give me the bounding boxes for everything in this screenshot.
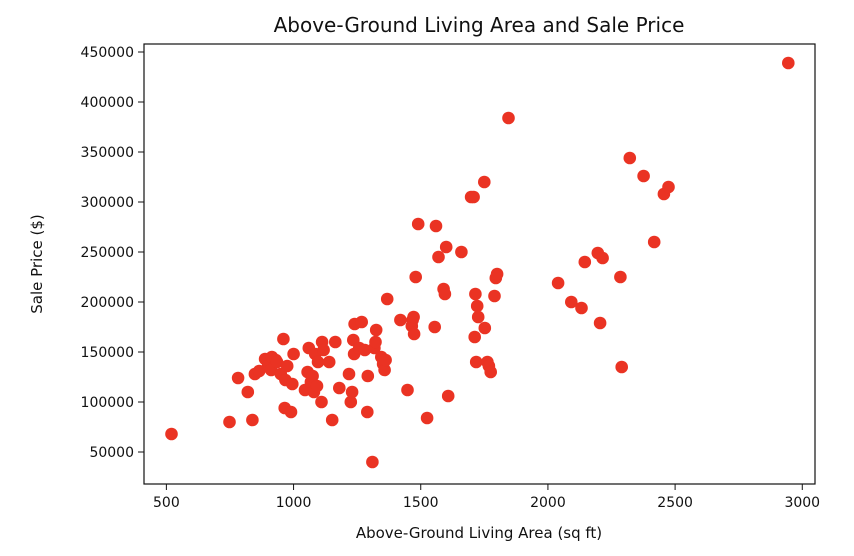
y-tick-label: 50000: [89, 445, 134, 461]
y-tick-label: 300000: [81, 195, 134, 211]
data-point: [231, 371, 245, 385]
y-tick-label: 200000: [81, 295, 134, 311]
data-point: [325, 413, 339, 427]
data-point: [355, 315, 369, 329]
data-point: [439, 240, 453, 254]
x-tick-label: 1000: [276, 495, 312, 511]
data-point: [551, 276, 565, 290]
data-point: [488, 289, 501, 303]
data-point: [614, 270, 627, 284]
data-point: [438, 287, 452, 301]
data-point: [369, 323, 383, 337]
data-point: [468, 330, 482, 344]
plot-frame: [143, 43, 816, 485]
data-point: [455, 245, 468, 259]
data-point: [647, 235, 661, 249]
data-point: [782, 56, 795, 70]
data-point: [284, 405, 298, 419]
data-point: [420, 411, 434, 425]
data-points: [165, 56, 795, 469]
data-point: [470, 299, 484, 313]
data-point: [565, 295, 578, 309]
data-point: [345, 385, 359, 399]
data-point: [637, 169, 650, 183]
y-tick-label: 400000: [81, 95, 134, 111]
data-point: [369, 335, 382, 349]
y-tick-label: 150000: [81, 345, 134, 361]
data-point: [246, 413, 259, 427]
data-point: [165, 427, 178, 441]
data-point: [366, 455, 379, 469]
data-point: [378, 363, 391, 377]
data-point: [623, 151, 637, 165]
data-point: [596, 251, 609, 265]
data-point: [329, 335, 342, 349]
data-point: [478, 175, 491, 189]
data-point: [310, 379, 324, 393]
data-point: [380, 292, 394, 306]
data-point: [379, 353, 392, 367]
data-point: [344, 395, 358, 409]
data-point: [615, 360, 628, 374]
axis-ticks: 500 1000 1500 2000 2500 3000 50000 100000 150000…: [81, 45, 821, 511]
data-point: [407, 327, 421, 341]
data-point: [593, 316, 607, 330]
data-point: [277, 332, 290, 346]
data-point: [428, 320, 442, 334]
y-tick-label: 450000: [81, 45, 134, 61]
x-tick-label: 2000: [530, 495, 566, 511]
y-tick-label: 250000: [81, 245, 134, 261]
data-point: [467, 190, 480, 204]
data-point: [575, 301, 588, 315]
data-point: [441, 389, 455, 403]
data-point: [223, 415, 236, 429]
data-point: [317, 343, 330, 357]
data-point: [662, 180, 675, 194]
data-point: [411, 217, 425, 231]
data-point: [578, 255, 592, 269]
data-point: [478, 321, 492, 335]
data-point: [394, 313, 407, 327]
data-point: [342, 367, 356, 381]
data-point: [306, 369, 319, 383]
data-point: [361, 405, 374, 419]
x-tick-label: 500: [153, 495, 180, 511]
x-axis-label: Above-Ground Living Area (sq ft): [356, 524, 602, 542]
data-point: [432, 250, 445, 264]
chart-title: Above-Ground Living Area and Sale Price: [274, 13, 685, 37]
data-point: [280, 359, 294, 373]
data-point: [409, 270, 423, 284]
data-point: [471, 310, 485, 324]
data-point: [361, 369, 375, 383]
data-point: [469, 355, 483, 369]
data-point: [490, 267, 504, 281]
data-point: [311, 355, 325, 369]
data-point: [270, 355, 284, 369]
data-point: [407, 310, 420, 324]
data-point: [502, 111, 515, 125]
y-tick-label: 350000: [81, 145, 134, 161]
y-axis-label: Sale Price ($): [28, 214, 46, 314]
data-point: [401, 383, 414, 397]
data-point: [358, 343, 372, 357]
data-point: [429, 219, 443, 233]
data-point: [315, 395, 328, 409]
x-tick-label: 3000: [784, 495, 820, 511]
data-point: [484, 365, 498, 379]
data-point: [322, 355, 336, 369]
x-tick-label: 2500: [657, 495, 693, 511]
x-tick-label: 1500: [403, 495, 439, 511]
data-point: [469, 287, 482, 301]
data-point: [241, 385, 255, 399]
data-point: [286, 377, 299, 391]
data-point: [333, 381, 346, 395]
data-point: [287, 347, 300, 361]
y-tick-label: 100000: [81, 395, 134, 411]
